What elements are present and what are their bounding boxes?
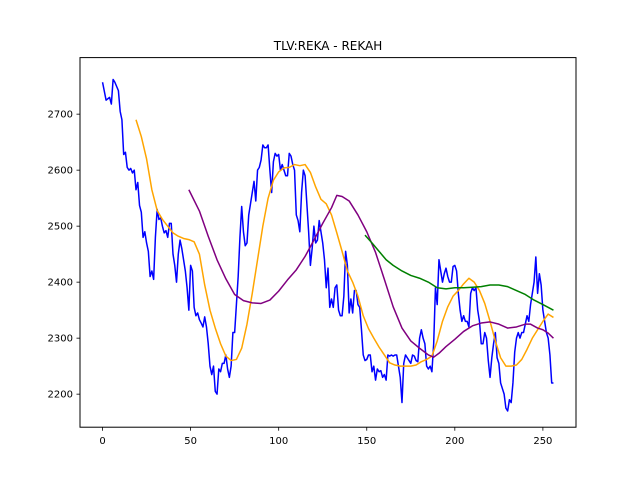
series-line-2 — [188, 189, 554, 358]
series-layer — [101, 78, 554, 412]
x-tick-label: 150 — [357, 436, 376, 447]
x-tick-label: 50 — [184, 436, 197, 447]
x-tick-label: 250 — [533, 436, 552, 447]
y-tick-label: 2500 — [48, 222, 73, 233]
y-tick-label: 2600 — [48, 166, 73, 177]
x-tick-label: 200 — [445, 436, 464, 447]
chart-title: TLV:REKA - REKAH — [273, 39, 383, 53]
series-line-1 — [135, 119, 554, 367]
y-tick-label: 2300 — [48, 334, 73, 345]
y-tick-label: 2700 — [48, 110, 73, 121]
y-tick-label: 2200 — [48, 390, 73, 401]
y-tick-label: 2400 — [48, 278, 73, 289]
plot-frame — [79, 57, 577, 428]
x-tick-label: 100 — [269, 436, 288, 447]
axes-layer: 0 50 100 150 200 250 2200 2300 2400 2500 2600 2700 — [48, 110, 553, 448]
plot-area — [80, 57, 576, 428]
series-line-3 — [364, 234, 554, 311]
x-tick-label: 0 — [99, 436, 105, 447]
series-line-0 — [101, 78, 554, 412]
